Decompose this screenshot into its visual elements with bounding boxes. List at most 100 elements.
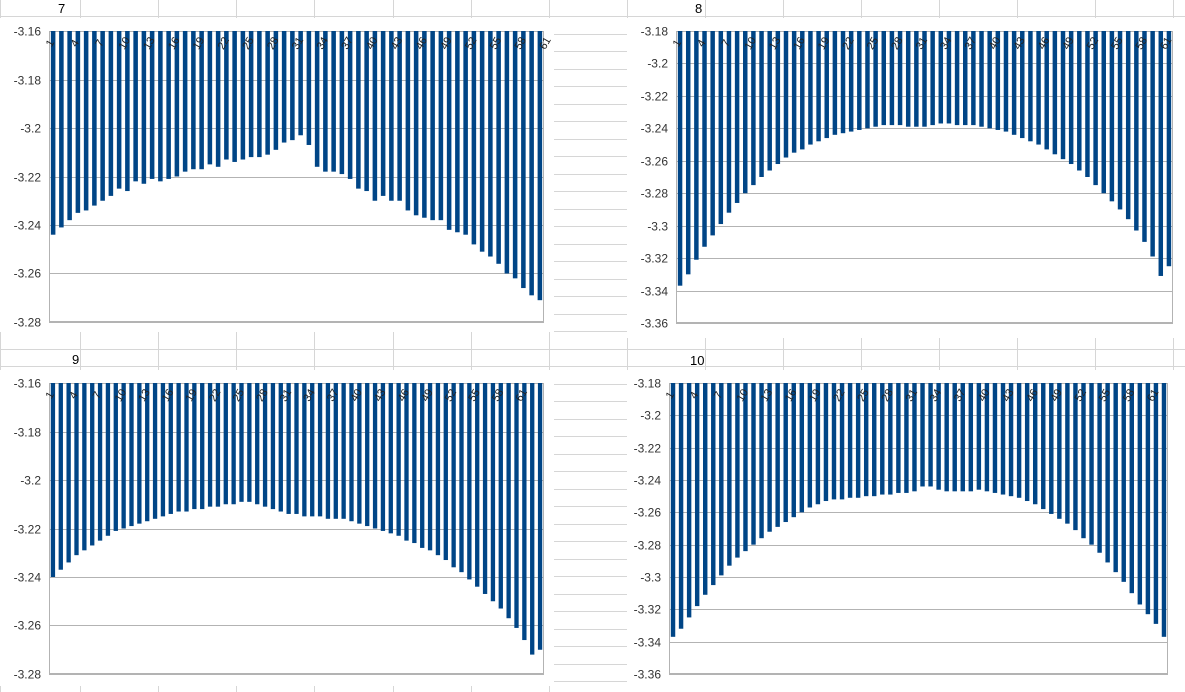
bar xyxy=(889,31,895,126)
bar xyxy=(265,31,270,155)
category-label: 7 xyxy=(720,38,733,49)
y-tick-label: -3.26 xyxy=(641,155,669,169)
bar xyxy=(857,31,862,130)
bar xyxy=(685,31,691,275)
bar xyxy=(976,383,982,490)
y-tick-label: -3.18 xyxy=(14,426,42,440)
category-label: 4 xyxy=(688,390,701,401)
category-label: 10 xyxy=(117,35,134,52)
category-label: 49 xyxy=(438,35,455,52)
bar xyxy=(1000,383,1006,495)
bar xyxy=(791,383,796,518)
bar xyxy=(1150,31,1155,257)
y-tick-label: -3.3 xyxy=(640,571,661,585)
y-tick-label: -3.28 xyxy=(14,316,42,330)
bar xyxy=(839,383,845,500)
bar xyxy=(113,383,118,531)
bar xyxy=(364,31,369,192)
category-label: 13 xyxy=(141,35,158,52)
bar xyxy=(759,383,764,539)
bar xyxy=(1032,383,1038,505)
category-label: 16 xyxy=(166,35,183,52)
bar xyxy=(759,31,764,177)
bar xyxy=(302,383,307,517)
bar xyxy=(325,383,331,519)
bar xyxy=(727,383,732,566)
bar xyxy=(848,31,854,132)
y-tick-label: -3.22 xyxy=(634,442,662,456)
category-label: 31 xyxy=(290,35,307,52)
bar xyxy=(262,383,268,507)
y-tick-label: -3.2 xyxy=(20,474,41,488)
bar xyxy=(880,383,885,495)
bar xyxy=(946,31,952,124)
category-label: 4 xyxy=(67,390,80,401)
bar xyxy=(247,383,252,502)
bar xyxy=(199,31,204,170)
category-label: 22 xyxy=(840,35,857,52)
bar xyxy=(290,31,295,141)
y-tick-label: -3.32 xyxy=(634,603,662,617)
y-tick-label: -3.28 xyxy=(641,187,669,201)
bar xyxy=(938,31,944,124)
bar xyxy=(438,31,444,221)
bar xyxy=(405,31,411,211)
category-label: 16 xyxy=(783,387,800,404)
bar xyxy=(339,31,345,175)
bar xyxy=(1125,31,1131,220)
bar xyxy=(496,31,501,264)
y-tick-label: -3.2 xyxy=(640,409,661,423)
bar xyxy=(1097,383,1102,553)
y-tick-label: -3.2 xyxy=(647,57,668,71)
bar xyxy=(872,383,877,497)
bar xyxy=(735,383,740,558)
bar xyxy=(807,383,813,508)
bar xyxy=(490,383,496,602)
bar xyxy=(670,383,676,637)
bar xyxy=(82,383,87,551)
bar xyxy=(459,383,464,573)
bar xyxy=(372,31,378,201)
bar xyxy=(1003,31,1009,132)
category-label: 58 xyxy=(1121,387,1138,404)
bar xyxy=(522,383,527,641)
category-label: 55 xyxy=(488,35,505,52)
bar xyxy=(992,383,998,493)
bar xyxy=(530,383,535,655)
bar xyxy=(347,31,353,179)
bar xyxy=(239,383,244,502)
bar xyxy=(270,383,276,510)
category-label: 19 xyxy=(807,387,824,404)
category-label: 19 xyxy=(184,387,201,404)
category-label: 28 xyxy=(254,387,271,404)
bar xyxy=(987,31,992,129)
category-label: 34 xyxy=(301,387,318,404)
bar xyxy=(50,383,56,577)
y-tick-label: -3.36 xyxy=(634,668,662,682)
bar xyxy=(404,383,409,541)
category-label: 40 xyxy=(349,387,366,404)
bar xyxy=(231,383,236,505)
bar xyxy=(498,383,503,609)
category-label: 43 xyxy=(372,387,389,404)
bar xyxy=(1036,31,1041,145)
bar xyxy=(463,31,468,235)
y-tick-label: -3.34 xyxy=(641,285,669,299)
y-tick-label: -3.26 xyxy=(14,267,42,281)
bar xyxy=(129,383,134,527)
bar xyxy=(912,383,917,492)
bar xyxy=(116,31,122,189)
category-label: 25 xyxy=(240,35,257,52)
bar xyxy=(1057,383,1062,519)
category-label: 7 xyxy=(93,38,106,49)
category-label: 10 xyxy=(743,35,760,52)
bar xyxy=(783,383,788,523)
bar xyxy=(388,383,393,534)
category-label: 49 xyxy=(419,387,436,404)
category-label: 46 xyxy=(1024,387,1041,404)
bar xyxy=(298,31,303,136)
category-label: 40 xyxy=(987,35,1004,52)
bar xyxy=(914,31,919,127)
bar xyxy=(799,383,805,513)
y-tick-label: -3.2 xyxy=(20,122,41,136)
